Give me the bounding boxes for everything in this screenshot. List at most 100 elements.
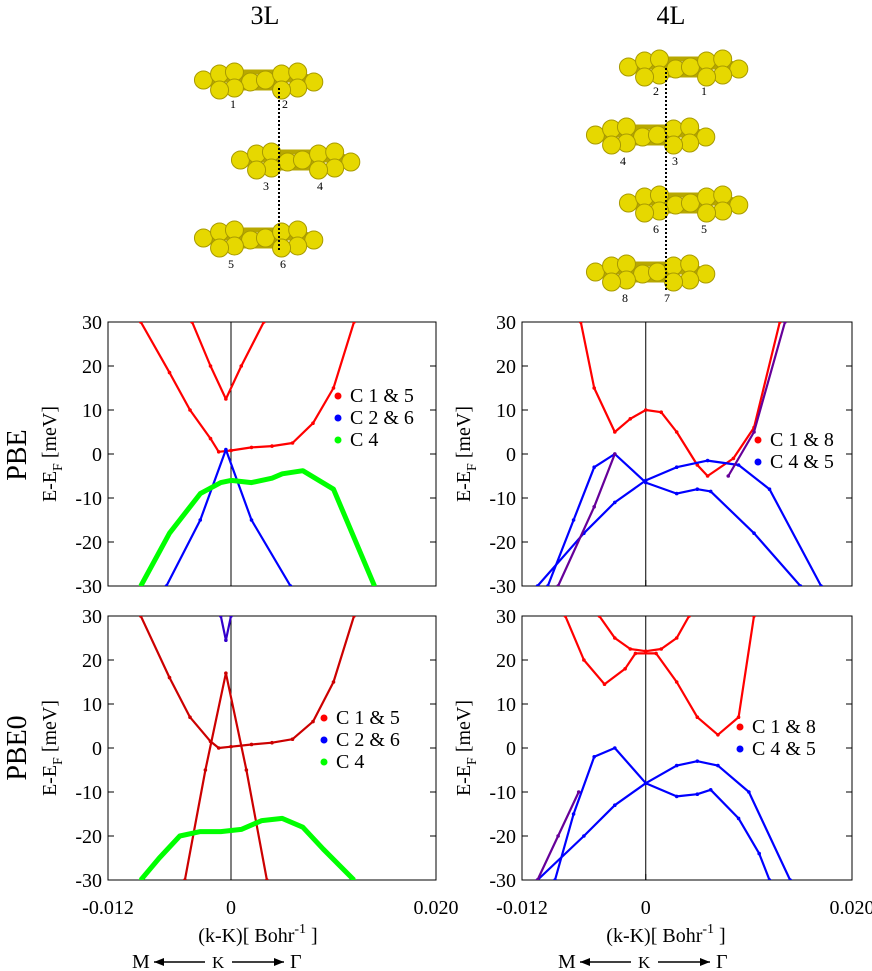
series-point xyxy=(767,878,772,880)
series-line-1 xyxy=(564,616,756,736)
atom xyxy=(304,72,324,92)
y-tick-label: -30 xyxy=(75,576,102,598)
series-point xyxy=(767,487,772,492)
series-point xyxy=(331,386,336,390)
series-point xyxy=(613,636,617,640)
y-tick-label: 30 xyxy=(82,312,102,334)
y-tick-label: 30 xyxy=(82,606,102,628)
series-point xyxy=(535,584,540,586)
atom xyxy=(272,80,292,100)
series-point xyxy=(695,487,700,492)
series-point xyxy=(659,647,664,651)
series-point xyxy=(208,364,213,368)
xlabel-main: (k-K)[ Bohr xyxy=(606,925,702,947)
series-line-0 xyxy=(598,616,691,653)
atom xyxy=(288,62,308,82)
atom xyxy=(635,67,655,87)
series-line-2 xyxy=(219,616,233,642)
series-point xyxy=(695,792,700,796)
path-g: Γ xyxy=(290,951,302,971)
series-point xyxy=(613,430,617,434)
xlabel-sup: -1 xyxy=(702,922,714,937)
series-line-0 xyxy=(139,322,356,453)
series-point xyxy=(659,410,664,415)
series-point xyxy=(167,370,172,375)
atom xyxy=(292,150,312,170)
atom xyxy=(309,144,329,164)
atom xyxy=(635,203,655,223)
atom xyxy=(230,150,250,170)
layer-structures: 1 23 45 62 14 36 58 7 xyxy=(193,49,749,305)
series-point xyxy=(643,408,648,412)
series-point xyxy=(731,456,736,461)
xlabel-end: ] xyxy=(714,925,726,947)
series-point xyxy=(582,658,586,662)
series-point xyxy=(705,474,710,478)
series-point xyxy=(157,856,162,860)
series-point xyxy=(229,448,233,453)
svg-text:(k-K)[ Bohr-1 ]: (k-K)[ Bohr-1 ] xyxy=(606,922,725,947)
legend-marker xyxy=(320,736,328,744)
series-point xyxy=(270,740,274,745)
legend-label: C 1 & 8 xyxy=(770,429,834,451)
legend-marker xyxy=(334,436,342,444)
series-point xyxy=(553,878,557,880)
atom xyxy=(210,238,230,258)
legend-label: C 2 & 6 xyxy=(336,729,400,751)
series-point xyxy=(224,638,228,642)
panel-pbe_3l: -30 -20 -10 0 10 20 30 E-EF [meV] C 1 & 5C 2 & 6… xyxy=(39,312,437,598)
legend-label: C 1 & 5 xyxy=(336,707,400,729)
series-point xyxy=(188,408,192,412)
series-point xyxy=(643,649,648,653)
series-point xyxy=(592,505,596,509)
atom xyxy=(680,254,700,274)
series-point xyxy=(778,322,782,324)
series-point xyxy=(788,878,792,880)
atom xyxy=(647,262,667,282)
x-tick-label: -0.012 xyxy=(82,897,134,919)
series-point xyxy=(229,478,233,483)
legend-label: C 4 xyxy=(336,751,364,773)
y-tick-label: -30 xyxy=(489,870,516,892)
series-point xyxy=(798,584,803,586)
y-axis-label: E-EF [meV] xyxy=(453,406,480,502)
series-point xyxy=(654,651,658,656)
x-tick-label: 0 xyxy=(226,897,236,919)
series-point xyxy=(265,878,269,880)
atom xyxy=(697,187,717,207)
panel-pbe_4l: -30 -20 -10 0 10 20 30 E-EF [meV] C 1 & 8C 4 & 5 xyxy=(453,312,853,598)
legend-marker xyxy=(754,458,762,466)
atom xyxy=(664,119,684,139)
xlabel-end: ] xyxy=(306,925,318,947)
panel-pbe0_3l: -30 -20 -10 0 10 20 30 -0.012 0 0.020 E-EF [meV] C … xyxy=(39,606,459,919)
series-point xyxy=(198,829,203,834)
series-point xyxy=(708,489,713,494)
series-point xyxy=(752,430,756,434)
series-point xyxy=(280,472,285,476)
atom xyxy=(680,57,700,77)
atom xyxy=(680,117,700,137)
series-point xyxy=(331,487,336,492)
y-tick-label: 0 xyxy=(506,738,516,760)
series-point xyxy=(592,386,596,390)
series-point xyxy=(736,463,741,467)
series-point xyxy=(613,803,617,807)
atom xyxy=(247,160,267,180)
atom xyxy=(325,158,345,178)
series-point xyxy=(208,436,213,441)
series-point xyxy=(239,827,244,832)
y-tick-label: 30 xyxy=(496,312,516,334)
y-tick-label: -30 xyxy=(75,870,102,892)
atom xyxy=(697,67,717,87)
atom-label: 5 xyxy=(701,222,707,236)
atom xyxy=(304,230,324,250)
series-point xyxy=(597,616,602,618)
y-tick-label: 10 xyxy=(82,400,102,422)
atom-label: 2 xyxy=(653,84,659,98)
series-point xyxy=(244,768,249,772)
legend-marker xyxy=(754,436,762,444)
header-3l: 3L xyxy=(251,1,280,30)
